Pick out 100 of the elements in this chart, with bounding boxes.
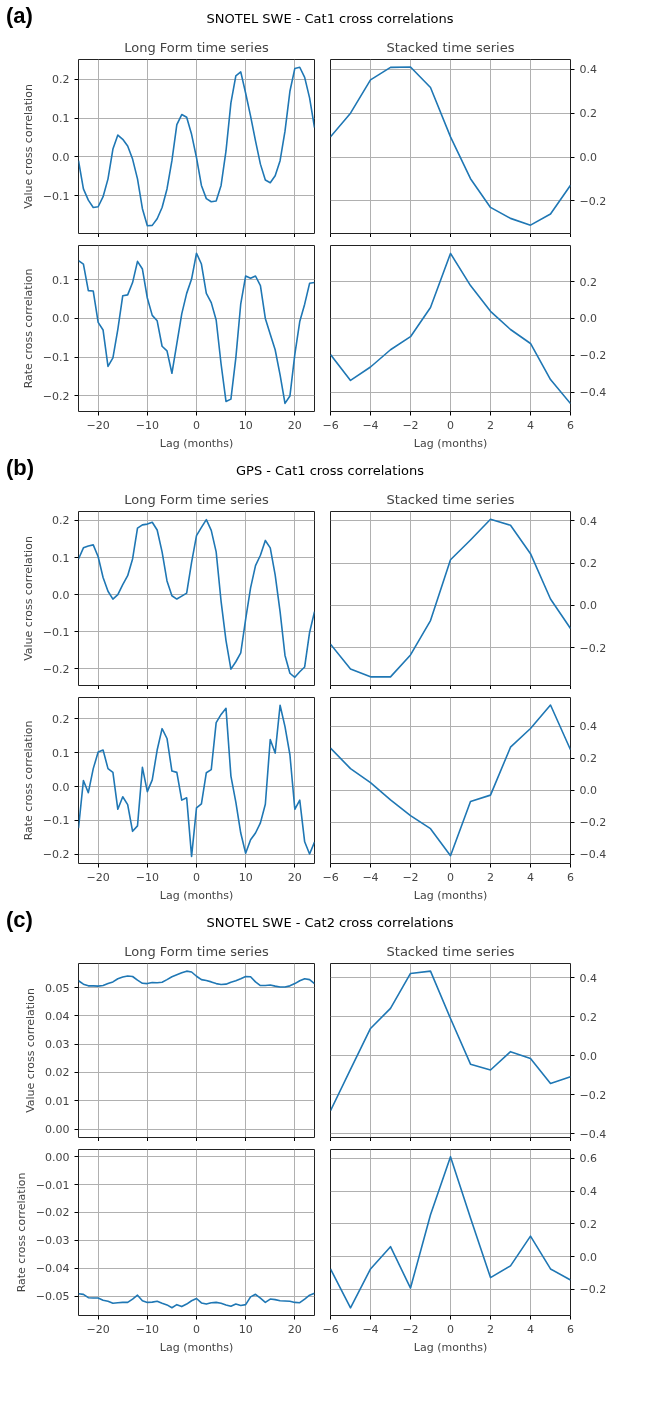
y-tick-label: −0.01 <box>35 1178 70 1192</box>
y-tick-label: −0.2 <box>579 349 607 363</box>
line-series <box>78 252 315 405</box>
x-axis-title: Lag (months) <box>413 436 488 450</box>
y-axis-title: Value cross correlation <box>21 84 35 209</box>
y-tick-label: 0.2 <box>52 712 70 726</box>
y-axis-title: Value cross correlation <box>21 536 35 661</box>
y-tick-label: 0.02 <box>45 1066 70 1080</box>
x-tick-label: −20 <box>86 1322 110 1336</box>
x-tick-label: −2 <box>402 1322 419 1336</box>
y-tick-label: 0.4 <box>579 971 597 985</box>
y-tick-label: −0.1 <box>42 189 70 203</box>
x-tick-label: 2 <box>487 870 494 884</box>
text: (b) <box>6 454 35 482</box>
x-axis-title: Lag (months) <box>413 1340 488 1354</box>
x-tick-label: 0 <box>193 418 200 432</box>
line-series <box>330 66 571 226</box>
y-tick-label: −0.2 <box>579 1088 607 1102</box>
x-tick-label: 0 <box>193 1322 200 1336</box>
y-tick-label: −0.4 <box>579 1127 607 1141</box>
x-tick-label: −4 <box>362 1322 379 1336</box>
x-tick-label: 2 <box>487 418 494 432</box>
x-tick-label: −6 <box>322 418 339 432</box>
y-tick-label: −0.1 <box>42 814 70 828</box>
chart-subtitle: Long Form time series <box>124 39 269 55</box>
y-tick-label: 0.2 <box>579 275 597 289</box>
x-tick-label: 0 <box>447 870 454 884</box>
y-tick-label: −0.2 <box>579 641 607 655</box>
y-axis-title: Rate cross correlation <box>14 1172 28 1293</box>
x-tick-label: −6 <box>322 1322 339 1336</box>
x-tick-label: 10 <box>238 1322 253 1336</box>
y-tick-label: 0.2 <box>579 107 597 121</box>
x-tick-label: 0 <box>447 418 454 432</box>
y-tick-label: 0.03 <box>45 1038 70 1052</box>
y-tick-label: 0.0 <box>579 312 597 326</box>
y-tick-label: 0.2 <box>52 514 70 528</box>
x-tick-label: 20 <box>287 1322 302 1336</box>
x-tick-label: 0 <box>447 1322 454 1336</box>
y-tick-label: −0.4 <box>579 386 607 400</box>
y-tick-label: 0.0 <box>52 780 70 794</box>
y-tick-label: 0.1 <box>52 551 70 565</box>
chart-title: GPS - Cat1 cross correlations <box>235 462 425 480</box>
y-tick-label: −0.1 <box>42 351 70 365</box>
chart-subtitle: Long Form time series <box>124 491 269 507</box>
x-tick-label: 4 <box>527 870 534 884</box>
line-series <box>330 1155 571 1309</box>
y-tick-label: 0.2 <box>579 1217 597 1231</box>
y-tick-label: 0.0 <box>579 784 597 798</box>
chart-subtitle: Stacked time series <box>386 943 515 959</box>
y-tick-label: −0.2 <box>42 662 70 676</box>
y-tick-label: 0.6 <box>579 1152 597 1166</box>
chart-title: SNOTEL SWE - Cat1 cross correlations <box>205 10 455 28</box>
chart-subtitle: Stacked time series <box>386 39 515 55</box>
x-tick-label: 20 <box>287 418 302 432</box>
x-tick-label: 10 <box>238 418 253 432</box>
line-series <box>330 970 571 1112</box>
x-tick-label: 4 <box>527 418 534 432</box>
line-series <box>78 518 315 679</box>
x-tick-label: 20 <box>287 870 302 884</box>
line-series <box>78 970 315 988</box>
y-tick-label: 0.0 <box>579 1049 597 1063</box>
y-axis-title: Rate cross correlation <box>21 268 35 389</box>
y-tick-label: −0.1 <box>42 625 70 639</box>
y-tick-label: 0.2 <box>579 752 597 766</box>
x-axis-title: Lag (months) <box>413 888 488 902</box>
y-axis-title: Rate cross correlation <box>21 720 35 841</box>
x-tick-label: 10 <box>238 870 253 884</box>
y-tick-label: −0.03 <box>35 1234 70 1248</box>
x-tick-label: 6 <box>567 418 574 432</box>
y-tick-label: 0.0 <box>52 588 70 602</box>
y-tick-label: −0.04 <box>35 1262 70 1276</box>
chart-subtitle: Long Form time series <box>124 943 269 959</box>
chart-subtitle: Stacked time series <box>386 491 515 507</box>
line-series <box>78 1292 315 1309</box>
y-tick-label: −0.2 <box>579 194 607 208</box>
y-tick-label: 0.0 <box>579 599 597 613</box>
x-tick-label: −4 <box>362 870 379 884</box>
line-series <box>330 518 571 678</box>
y-axis-title: Value cross correlation <box>24 988 38 1113</box>
x-tick-label: 4 <box>527 1322 534 1336</box>
text: (a) <box>6 2 33 30</box>
x-axis-title: Lag (months) <box>159 436 234 450</box>
y-tick-label: −0.2 <box>579 1283 607 1297</box>
x-tick-label: −10 <box>135 418 159 432</box>
y-tick-label: 0.01 <box>45 1094 70 1108</box>
y-tick-label: −0.2 <box>42 389 70 403</box>
x-tick-label: −10 <box>135 870 159 884</box>
y-tick-label: 0.05 <box>45 981 70 995</box>
y-tick-label: −0.2 <box>42 848 70 862</box>
line-series <box>330 704 571 857</box>
y-tick-label: 0.1 <box>52 112 70 126</box>
x-tick-label: 6 <box>567 870 574 884</box>
text: (c) <box>6 906 33 934</box>
y-tick-label: −0.02 <box>35 1206 70 1220</box>
y-tick-label: 0.0 <box>52 150 70 164</box>
y-tick-label: 0.2 <box>579 557 597 571</box>
y-tick-label: 0.2 <box>579 1010 597 1024</box>
y-tick-label: 0.1 <box>52 273 70 287</box>
line-series <box>78 704 315 858</box>
line-series <box>78 66 315 227</box>
